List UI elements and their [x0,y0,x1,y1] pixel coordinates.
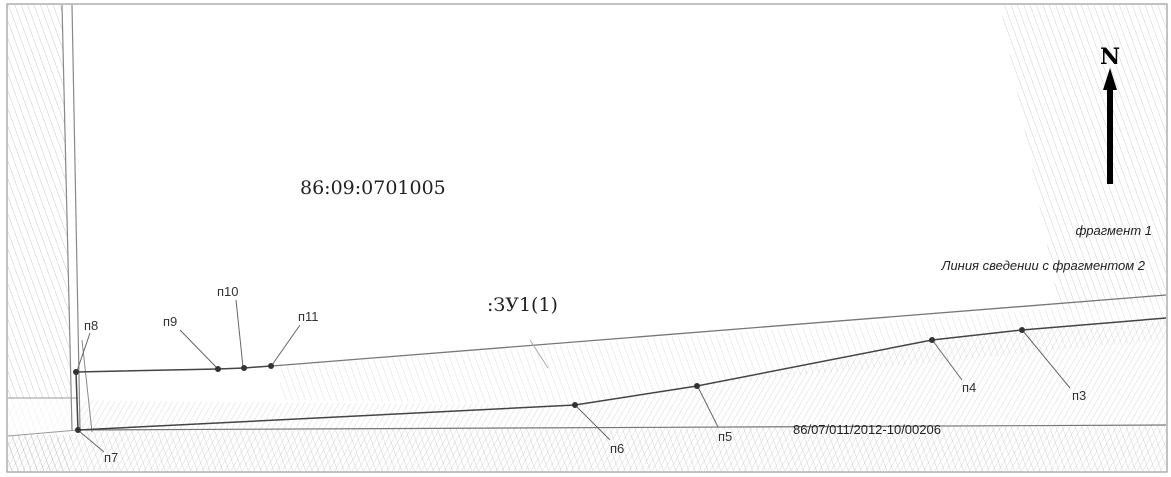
point-label-n11: п11 [298,309,319,324]
vertex-n8 [73,369,79,375]
point-label-n3: п3 [1072,388,1086,403]
point-label-n4: п4 [962,380,976,395]
parcel-boundary [75,365,272,373]
hatched-area-left [8,5,72,472]
vertex-n6 [572,402,578,408]
vertex-n5 [694,383,700,389]
leader-n6 [575,405,611,441]
leader-n10 [235,299,244,368]
north-label: N [1100,44,1120,70]
hatched-area-lower [8,426,1166,472]
vertex-n11 [268,363,274,369]
leader-n4 [932,340,963,381]
north-arrow: N [1100,44,1120,184]
junction-line-label: Линия сведении с фрагментом 2 [941,258,1146,273]
far-left-line [7,429,79,437]
parcel-label: :ЗУ1(1) [487,294,558,316]
leader-n5 [697,386,719,428]
leader-n8 [76,332,91,372]
cadastral-block-label: 86:09:0701005 [300,177,446,199]
north-arrow-shaft [1107,88,1113,184]
road-strip [8,398,78,435]
vertical-boundary-outer [61,4,73,431]
point-label-n8: п8 [84,318,98,333]
vertex-n4 [929,337,935,343]
vertex-n10 [241,365,247,371]
vertex-n9 [215,366,221,372]
point-label-n5: п5 [718,429,732,444]
parcel-boundary-left [75,371,79,431]
point-label-n6: п6 [610,441,624,456]
leader-n3 [1022,330,1071,389]
vertices [73,327,1025,433]
leader-n9 [179,329,218,369]
vertex-n3 [1019,327,1025,333]
parcel-leader [529,339,549,369]
hatched-area-right [280,300,1166,405]
upper-boundary-line [271,294,1167,367]
vertical-boundary-right [81,339,93,433]
registration-number-label: 86/07/011/2012-10/00206 [793,422,941,437]
point-label-n9: п9 [163,314,177,329]
parcel-boundary-lower [77,317,1167,431]
bottom-boundary-line [77,424,1167,431]
fragment-label: фрагмент 1 [1075,223,1152,238]
vertical-boundary-inner [71,4,81,431]
north-arrow-icon [1103,68,1117,90]
hatched-area-top-right [1000,5,1166,310]
vertex-n7 [75,427,81,433]
point-label-n10: п10 [217,284,239,299]
leader-n7 [78,430,105,453]
leader-n11 [271,324,301,366]
point-label-n7: п7 [104,450,118,465]
